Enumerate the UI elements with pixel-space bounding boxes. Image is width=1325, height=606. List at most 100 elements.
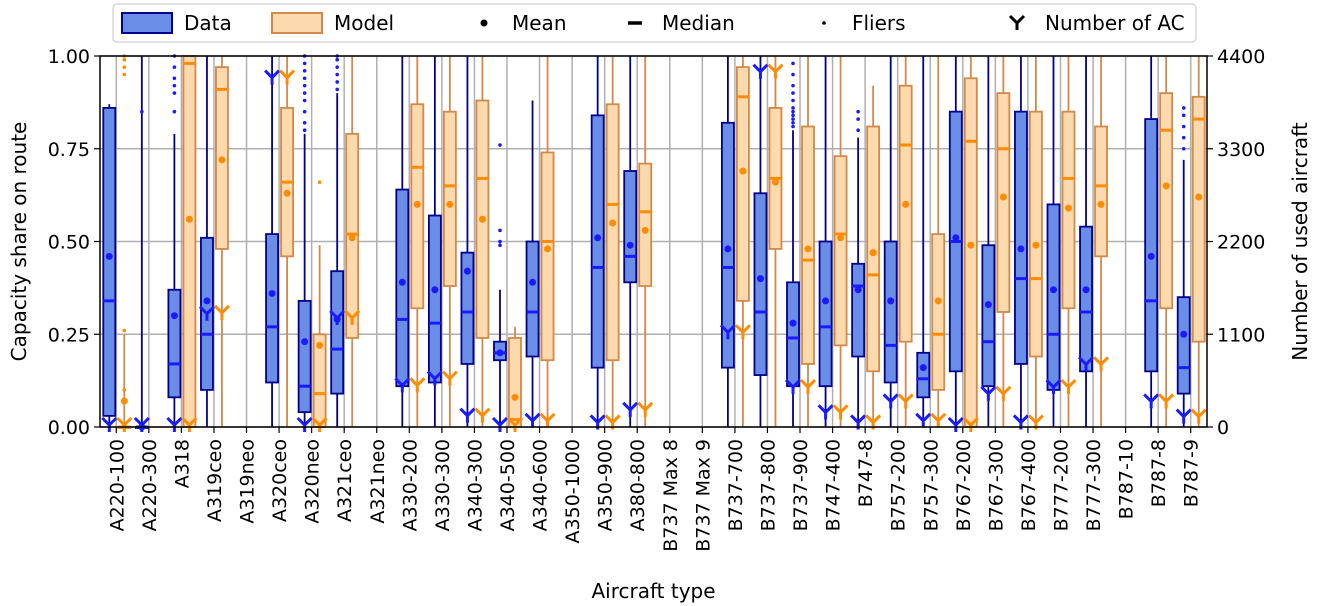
model-ac-marker-shape	[897, 393, 914, 409]
data-ac-marker-shape	[133, 416, 150, 432]
model-box-group	[506, 326, 524, 432]
model-ac-marker-shape	[995, 385, 1012, 401]
model-ac-marker	[734, 324, 751, 340]
data-flier	[172, 109, 177, 114]
model-ac-marker-shape	[1060, 378, 1077, 395]
data-ac-marker	[1175, 408, 1192, 424]
legend-label: Number of AC	[1045, 11, 1185, 35]
model-box-group	[962, 56, 979, 432]
x-tick-label: A350-1000	[562, 439, 584, 543]
model-mean	[609, 219, 617, 227]
model-box-group	[213, 56, 231, 427]
data-box	[265, 233, 279, 384]
data-mean	[105, 252, 113, 260]
data-box-group	[426, 56, 443, 427]
data-box-group	[947, 56, 964, 432]
model-flier	[122, 388, 127, 392]
legend-item: Fliers	[822, 11, 906, 35]
data-mean	[1017, 245, 1025, 253]
data-box-group	[524, 100, 541, 428]
x-tick-label: A321neo	[367, 439, 389, 524]
grid-lines	[100, 55, 1207, 428]
y2-tick-label: 0	[1217, 417, 1229, 439]
data-flier	[335, 80, 339, 84]
x-tick-label: A320neo	[302, 439, 324, 524]
model-ac-marker	[213, 304, 231, 320]
data-box	[1079, 225, 1093, 373]
model-ac-marker	[1158, 393, 1175, 409]
x-tick-label: B767-400	[1018, 439, 1040, 531]
data-ac-marker-shape	[459, 407, 476, 423]
x-tick-label: A319neo	[237, 439, 259, 524]
x-tick-label: A321ceo	[334, 439, 356, 522]
model-ac-marker-shape	[213, 304, 231, 320]
model-mean	[446, 200, 454, 208]
data-flier	[856, 117, 860, 121]
model-box	[182, 55, 197, 428]
data-flier	[791, 120, 795, 125]
data-ac-marker-shape	[1143, 393, 1160, 409]
data-flier	[335, 72, 339, 77]
model-box-group	[344, 56, 361, 427]
data-flier	[302, 69, 307, 73]
data-ac-marker-shape	[264, 69, 281, 85]
data-flier	[172, 76, 177, 81]
data-flier	[791, 72, 795, 77]
model-mean	[413, 200, 421, 208]
legend-frame	[112, 3, 1197, 43]
y2-tick-label: 1100	[1217, 324, 1265, 346]
data-mean	[496, 349, 504, 357]
x-tick-label: B767-300	[985, 439, 1007, 531]
data-flier	[498, 239, 502, 244]
model-box	[801, 125, 815, 365]
data-flier	[302, 98, 307, 103]
data-mean	[301, 338, 309, 346]
data-ac-marker	[817, 404, 834, 420]
model-mean	[478, 215, 486, 223]
data-mean	[529, 278, 537, 286]
box-series	[101, 54, 1207, 432]
data-box-group	[882, 56, 899, 427]
data-box	[525, 240, 540, 358]
model-ac-marker	[344, 309, 361, 325]
data-ac-marker	[882, 393, 899, 409]
data-flier	[791, 109, 795, 114]
data-ac-marker	[719, 324, 736, 340]
data-mean	[203, 297, 211, 305]
model-mean	[902, 200, 910, 208]
x-tick-label: A340-300	[464, 439, 486, 531]
model-box	[540, 151, 555, 362]
y2-tick-label: 2200	[1217, 232, 1265, 254]
data-flier	[1181, 113, 1186, 118]
data-mean	[1180, 330, 1188, 338]
model-ac-marker	[1060, 378, 1077, 395]
model-ac-marker-shape	[865, 414, 882, 430]
x-tick-label: B747-8	[855, 439, 877, 507]
data-mean	[984, 301, 992, 309]
data-box-group	[394, 56, 411, 427]
model-ac-marker	[409, 377, 426, 393]
data-box-group	[101, 104, 118, 432]
model-ac-marker-shape	[474, 407, 491, 423]
data-mean	[1049, 286, 1057, 294]
model-ac-marker	[441, 370, 458, 386]
data-ac-marker	[1045, 378, 1062, 395]
model-ac-marker-shape	[1027, 414, 1044, 430]
y-axis-right: 0 1100 2200 3300 4400	[1207, 46, 1265, 439]
model-box-group	[865, 85, 882, 430]
y-tick-label: 1.00	[48, 46, 90, 68]
model-mean	[1032, 241, 1040, 249]
model-box-group	[311, 180, 328, 432]
model-mean	[1064, 204, 1072, 212]
legend-label: Model	[334, 11, 394, 35]
data-ac-marker	[133, 416, 150, 432]
data-mean	[919, 364, 927, 372]
data-ac-marker-shape	[719, 324, 736, 340]
data-flier	[1181, 135, 1186, 140]
model-flier	[122, 328, 127, 333]
data-mean	[626, 241, 634, 249]
model-box-group	[1092, 56, 1110, 427]
model-ac-marker-shape	[344, 309, 361, 325]
data-ac-marker	[1012, 414, 1029, 430]
